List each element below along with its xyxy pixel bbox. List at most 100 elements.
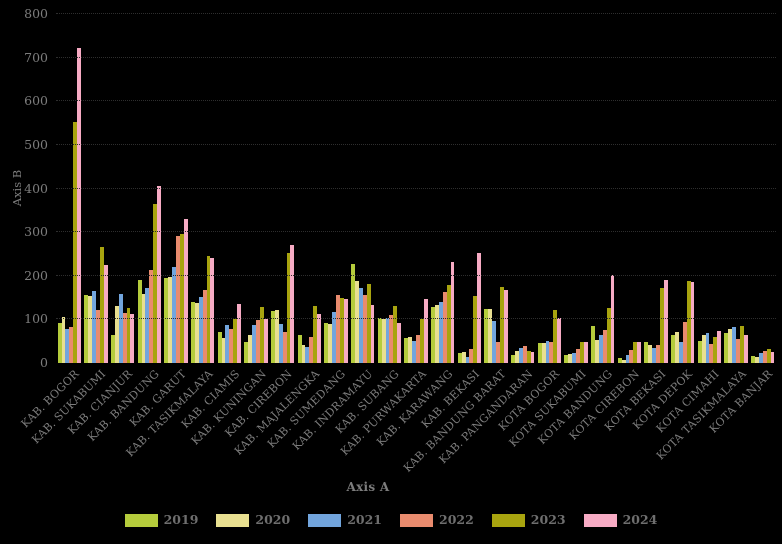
bar-2023	[126, 307, 131, 363]
bar-2021	[678, 342, 683, 363]
bar-group	[589, 14, 616, 363]
legend-label: 2024	[622, 512, 658, 528]
bar-2021	[412, 340, 417, 363]
bar-2024	[557, 318, 562, 363]
bar-2020	[701, 335, 706, 363]
bar-group	[723, 14, 750, 363]
bar-2019	[591, 325, 595, 363]
bars-container	[56, 14, 776, 363]
bar-2023	[419, 319, 424, 363]
bar-2020	[755, 356, 759, 363]
legend-item-2024: 2024	[583, 512, 658, 528]
bar-2021	[492, 320, 497, 363]
bar-2021	[252, 325, 257, 363]
bar-2019	[84, 295, 89, 363]
bar-2022	[309, 337, 314, 363]
bar-group	[669, 14, 696, 363]
bar-2021	[278, 323, 283, 363]
bar-2020	[354, 281, 359, 363]
bar-2023	[233, 319, 238, 363]
bar-2021	[225, 324, 230, 363]
bar-2021	[332, 311, 337, 363]
bar-group	[189, 14, 216, 363]
bar-2022	[549, 341, 554, 363]
bar-group	[83, 14, 110, 363]
bar-2022	[602, 329, 607, 363]
bar-group	[376, 14, 403, 363]
bar-2024	[423, 299, 428, 363]
bar-2023	[393, 306, 398, 363]
bar-2021	[758, 352, 763, 363]
bar-2019	[644, 342, 649, 363]
bar-2019	[724, 333, 729, 363]
bar-2021	[385, 317, 390, 363]
bar-2022	[442, 292, 447, 363]
bar-2022	[389, 314, 394, 363]
bar-group	[749, 14, 776, 363]
bar-group	[483, 14, 510, 363]
bar-2022	[416, 335, 420, 363]
legend-swatch-2021	[308, 514, 342, 527]
y-axis-tick-label: 300	[24, 223, 48, 239]
bar-2023	[259, 307, 264, 363]
bar-2024	[477, 252, 482, 363]
y-axis-tick-label: 0	[40, 354, 48, 370]
bar-2023	[179, 234, 184, 363]
bar-2024	[77, 48, 81, 363]
bar-2021	[305, 347, 310, 363]
bar-2021	[198, 297, 203, 363]
bar-2021	[652, 348, 657, 363]
bar-2021	[438, 301, 443, 363]
bar-group	[536, 14, 563, 363]
bar-2019	[271, 311, 275, 363]
plot-area	[56, 13, 776, 363]
bar-2024	[450, 261, 455, 363]
bar-group	[349, 14, 376, 363]
bar-2023	[713, 336, 718, 363]
legend-item-2020: 2020	[216, 514, 290, 527]
bar-2022	[762, 350, 767, 363]
bar-group	[456, 14, 483, 363]
bar-2023	[766, 349, 771, 363]
bar-2020	[88, 296, 93, 363]
bar-2022	[282, 332, 287, 363]
bar-2022	[709, 343, 714, 363]
bar-2024	[583, 342, 588, 363]
bar-2020	[675, 331, 679, 363]
bar-2021	[598, 335, 603, 363]
bar-2021	[65, 328, 70, 363]
bar-2021	[545, 340, 550, 363]
bar-2022	[202, 289, 207, 363]
bar-2020	[541, 342, 546, 363]
bar-2019	[377, 317, 382, 363]
bar-2024	[370, 304, 375, 363]
bar-2020	[221, 337, 226, 363]
bar-2019	[457, 352, 462, 363]
legend-swatch-2022	[400, 514, 433, 527]
bar-2020	[728, 328, 733, 363]
bar-2022	[96, 310, 100, 363]
bar-group	[429, 14, 456, 363]
bar-2019	[617, 358, 622, 363]
gridline	[56, 274, 776, 276]
bar-2024	[717, 331, 722, 363]
legend-item-2022: 2022	[400, 514, 474, 527]
bar-2021	[358, 288, 363, 363]
bar-2024	[743, 335, 748, 363]
bar-2024	[317, 313, 322, 363]
bar-2024	[397, 322, 402, 363]
y-axis-tick-label: 800	[24, 5, 48, 21]
bar-2019	[164, 277, 169, 363]
bar-2019	[191, 301, 195, 363]
legend-label: 2021	[347, 512, 382, 528]
bar-2024	[263, 319, 268, 363]
bar-2020	[488, 309, 493, 363]
bar-2019	[137, 280, 142, 363]
gridline	[56, 13, 776, 14]
bar-group	[296, 14, 323, 363]
bar-group	[643, 14, 670, 363]
bar-2022	[229, 328, 234, 363]
legend-swatch-2019	[124, 514, 158, 527]
gridline	[56, 56, 776, 58]
bar-group	[109, 14, 136, 363]
